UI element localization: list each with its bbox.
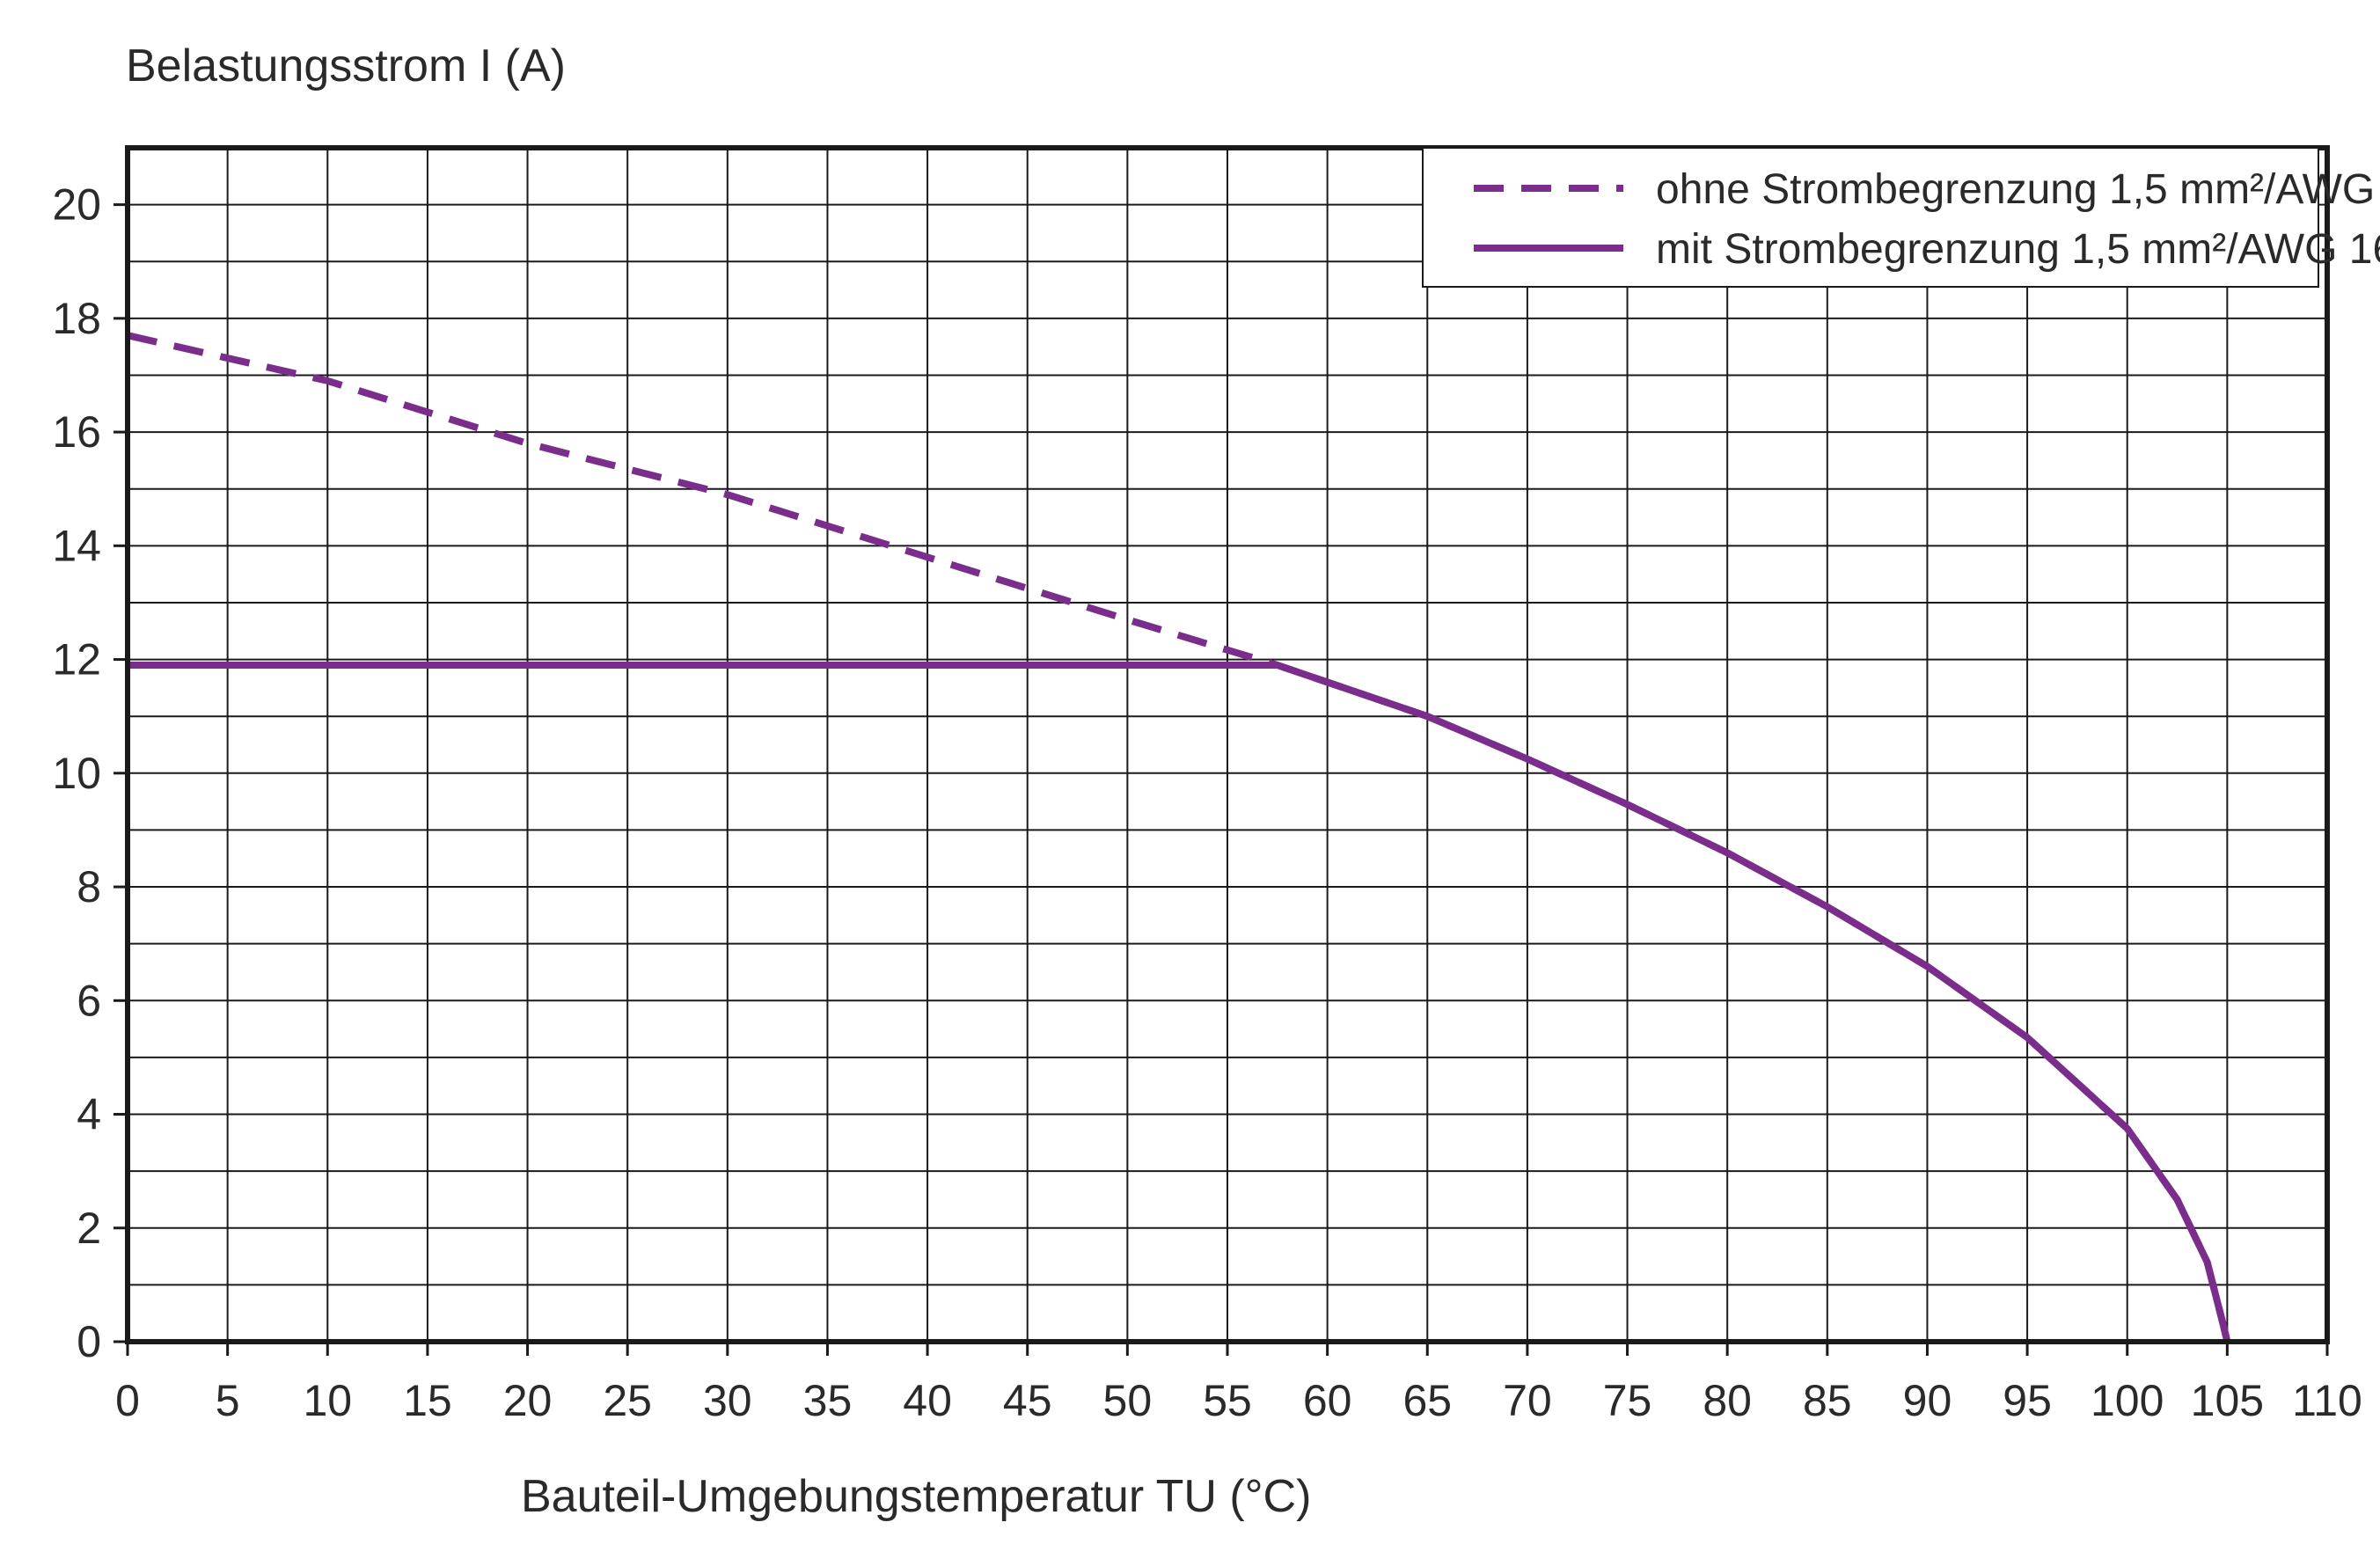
- x-tick-label: 70: [1503, 1376, 1552, 1425]
- x-tick-label: 110: [2292, 1376, 2362, 1425]
- y-tick-label: 8: [77, 862, 101, 911]
- x-tick-label: 45: [1003, 1376, 1052, 1425]
- x-tick-label: 75: [1603, 1376, 1652, 1425]
- y-tick-label: 18: [52, 294, 101, 343]
- x-tick-label: 85: [1803, 1376, 1852, 1425]
- tick-layer: 0 5 10 15 20 25 30 35 40 45 50 55 60 65 70 75 80 85 90 95 10…: [52, 180, 2362, 1425]
- x-tick-label: 50: [1103, 1376, 1153, 1425]
- y-tick-label: 0: [77, 1317, 101, 1366]
- x-tick-label: 35: [803, 1376, 853, 1425]
- grid: [128, 148, 2327, 1342]
- x-axis-label: Bauteil-Umgebungstemperatur TU (°C): [521, 1471, 1311, 1522]
- legend: ohne Strombegrenzung 1,5 mm²/AWG 16 mit …: [1422, 147, 2380, 288]
- y-tick-label: 10: [52, 749, 101, 798]
- x-tick-label: 20: [503, 1376, 553, 1425]
- y-tick-label: 20: [52, 180, 101, 230]
- legend-label-dashed: ohne Strombegrenzung 1,5 mm²/AWG 16: [1656, 166, 2380, 213]
- x-tick-label: 25: [603, 1376, 652, 1425]
- x-tick-label: 100: [2091, 1376, 2164, 1425]
- y-tick-label: 6: [77, 976, 101, 1025]
- y-tick-label: 4: [77, 1090, 101, 1139]
- series-layer: [127, 332, 2231, 1343]
- x-tick-label: 15: [403, 1376, 452, 1425]
- x-tick-label: 65: [1402, 1376, 1452, 1425]
- x-tick-label: 0: [115, 1376, 140, 1425]
- x-tick-label: 80: [1703, 1376, 1752, 1425]
- x-tick-label: 10: [303, 1376, 352, 1425]
- x-tick-label: 55: [1203, 1376, 1252, 1425]
- x-tick-label: 95: [2003, 1376, 2052, 1425]
- series-line-solid: [128, 662, 2231, 1343]
- y-axis-label: Belastungsstrom I (A): [126, 40, 566, 91]
- y-tick-label: 16: [52, 407, 101, 457]
- x-tick-label: 40: [903, 1376, 952, 1425]
- y-tick-label: 12: [52, 635, 101, 684]
- y-tick-label: 2: [77, 1204, 101, 1253]
- series-line-dashed: [127, 332, 2231, 1343]
- x-tick-label: 5: [216, 1376, 240, 1425]
- legend-box: [1422, 147, 2319, 288]
- y-tick-label: 14: [52, 521, 101, 570]
- x-tick-label: 30: [703, 1376, 752, 1425]
- legend-label-solid: mit Strombegrenzung 1,5 mm²/AWG 16: [1656, 226, 2380, 273]
- x-tick-label: 105: [2191, 1376, 2264, 1425]
- x-tick-label: 90: [1903, 1376, 1952, 1425]
- x-tick-label: 60: [1303, 1376, 1352, 1425]
